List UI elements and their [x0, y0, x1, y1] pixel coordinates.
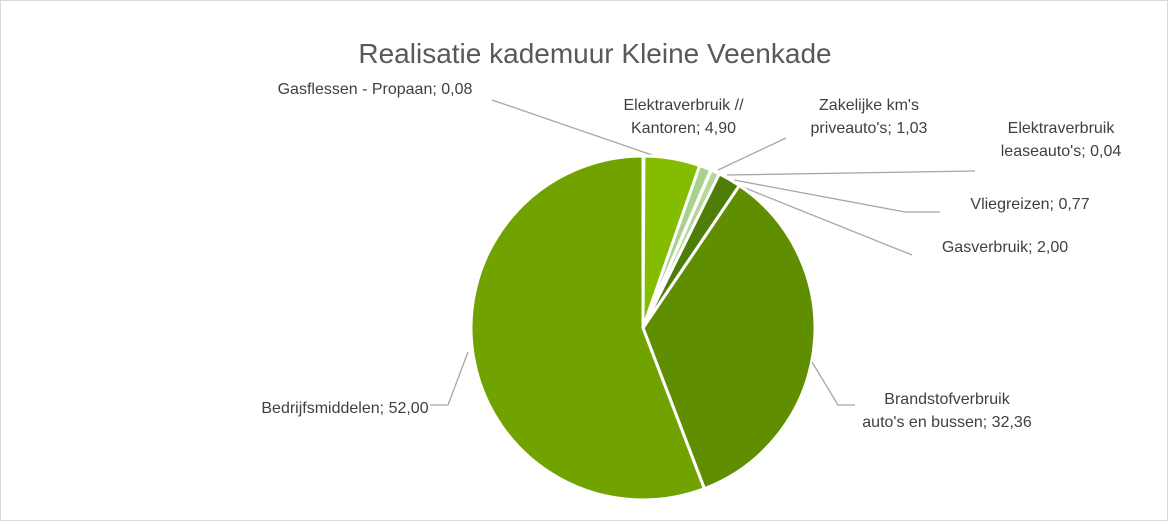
label-value: 0,77: [1058, 196, 1090, 213]
leader-line: [726, 170, 976, 176]
label-value: 32,36: [991, 414, 1032, 431]
data-label: Elektraverbruik leaseauto's; 0,04: [975, 117, 1147, 163]
label-value: 52,00: [388, 400, 429, 417]
leader-line: [717, 137, 787, 171]
label-category: Vliegreizen: [970, 196, 1050, 213]
leader-line: [739, 185, 913, 256]
pie-slice: [469, 154, 706, 502]
label-value: 0,04: [1090, 143, 1122, 160]
label-value: 2,00: [1037, 239, 1069, 256]
data-label: Bedrijfsmiddelen; 52,00: [255, 397, 435, 420]
label-category: Gasverbruik: [941, 239, 1029, 256]
label-separator: ;: [1081, 143, 1086, 160]
pie-slice: [641, 184, 817, 491]
data-label: Vliegreizen; 0,77: [940, 193, 1120, 216]
chart-title: Realisatie kademuur Kleine Veenkade: [358, 38, 832, 69]
label-value: 1,03: [896, 120, 928, 137]
label-value: 4,90: [704, 120, 736, 137]
data-label: Zakelijke km's priveauto's; 1,03: [784, 94, 954, 140]
label-separator: ;: [379, 400, 385, 417]
label-separator: ;: [982, 414, 988, 431]
data-label: Gasflessen - Propaan; 0,08: [255, 78, 495, 101]
label-category: Elektraverbruik // Kantoren: [623, 97, 744, 137]
label-separator: ;: [1049, 196, 1054, 213]
label-category: Brandstofverbruik auto's en bussen: [862, 391, 1010, 431]
leader-line: [733, 179, 940, 213]
label-separator: ;: [432, 81, 437, 98]
leader-line: [430, 351, 469, 406]
data-label: Gasverbruik; 2,00: [910, 236, 1100, 259]
label-separator: ;: [887, 120, 892, 137]
label-category: Zakelijke km's priveauto's: [810, 97, 919, 137]
leader-line: [811, 361, 855, 406]
label-category: Elektraverbruik leaseauto's: [1000, 120, 1115, 160]
data-label: Brandstofverbruik auto's en bussen; 32,3…: [862, 388, 1032, 434]
label-category: Bedrijfsmiddelen: [261, 400, 380, 417]
leader-line: [491, 99, 656, 157]
label-category: Gasflessen - Propaan: [277, 81, 433, 98]
label-separator: ;: [1028, 239, 1033, 256]
label-value: 0,08: [441, 81, 473, 98]
data-label: Elektraverbruik // Kantoren; 4,90: [596, 94, 771, 140]
label-separator: ;: [695, 120, 701, 137]
